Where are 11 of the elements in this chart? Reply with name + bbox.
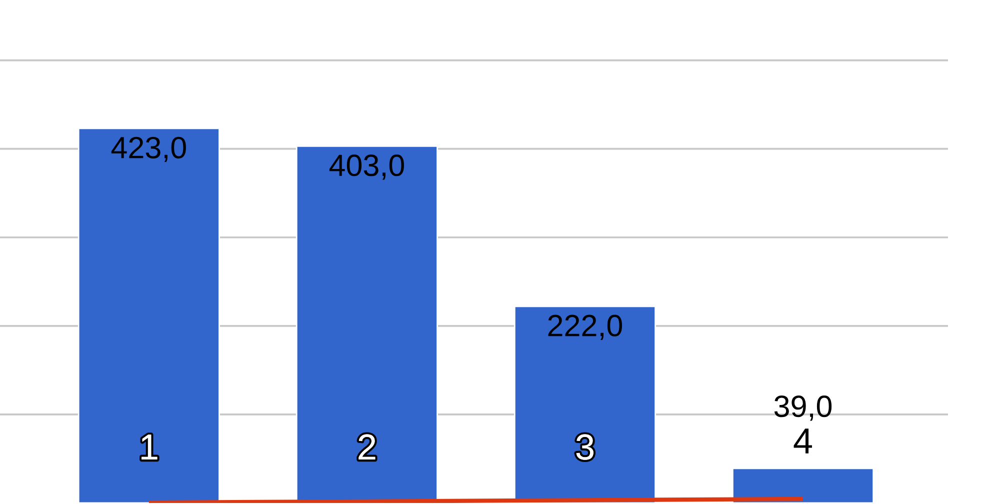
data-label: 423,0: [111, 136, 186, 162]
x-tick-label: 4: [794, 428, 812, 454]
bar: [732, 468, 874, 503]
bar: [78, 128, 220, 503]
bar: [514, 306, 656, 503]
x-tick-label: 3: [576, 434, 594, 460]
data-label: 403,0: [329, 154, 404, 180]
data-label: 222,0: [548, 314, 622, 340]
x-tick-label: 1: [142, 434, 158, 460]
data-label: 39,0: [774, 396, 832, 421]
x-tick-label: 2: [358, 434, 376, 460]
